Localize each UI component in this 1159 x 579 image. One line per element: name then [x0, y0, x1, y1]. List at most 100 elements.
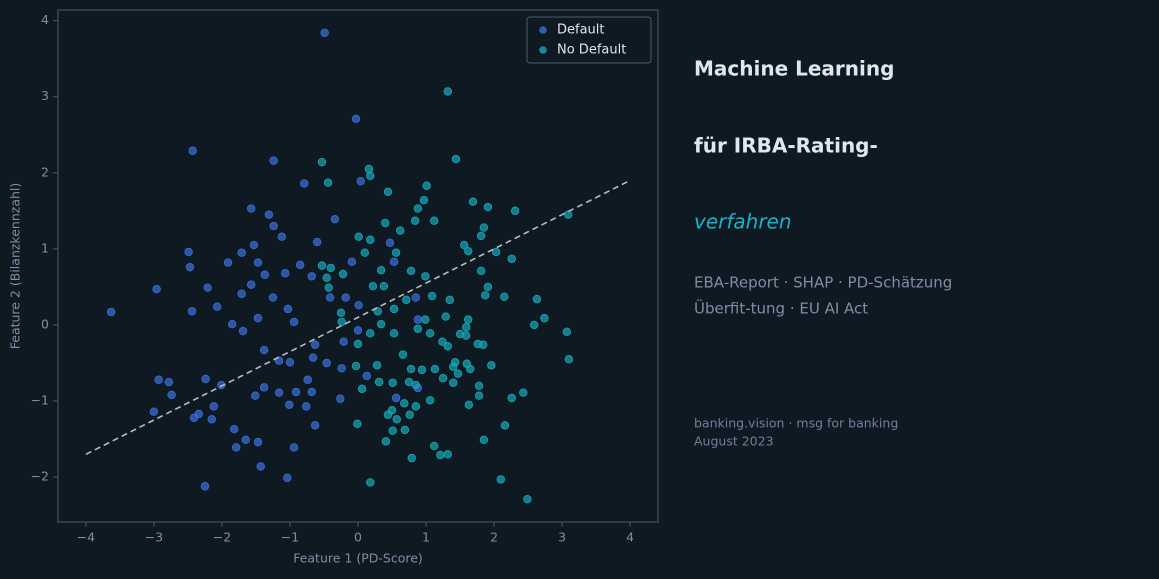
- title: Machine Learning: [694, 57, 894, 81]
- point: [464, 315, 473, 324]
- point: [398, 350, 408, 359]
- point: [406, 364, 416, 374]
- subtitle: Überfit-tung · EU AI Act: [694, 299, 868, 318]
- point: [519, 388, 528, 397]
- point: [302, 402, 311, 411]
- point: [310, 421, 320, 430]
- point: [464, 246, 473, 256]
- point: [405, 410, 414, 419]
- point: [404, 377, 414, 387]
- point: [411, 293, 421, 302]
- point: [381, 218, 390, 228]
- point: [425, 329, 435, 338]
- point: [269, 156, 278, 165]
- point: [362, 371, 372, 381]
- point: [476, 231, 486, 241]
- point: [388, 378, 397, 387]
- point: [443, 450, 452, 459]
- x-tick-label: 3: [558, 530, 566, 545]
- point: [281, 269, 290, 278]
- x-tick-label: 4: [626, 530, 634, 545]
- point: [336, 308, 346, 317]
- y-tick-label: −1: [31, 393, 49, 408]
- point: [154, 375, 163, 384]
- point: [476, 266, 486, 276]
- point: [260, 270, 270, 279]
- point: [376, 265, 386, 275]
- title-accent: verfahren: [694, 210, 792, 234]
- point: [459, 240, 469, 250]
- footer: August 2023: [694, 434, 774, 449]
- point: [411, 402, 421, 411]
- point: [383, 410, 393, 419]
- point: [366, 329, 375, 338]
- point: [429, 216, 439, 225]
- point: [532, 294, 542, 304]
- point: [188, 146, 197, 155]
- point: [291, 387, 301, 397]
- y-axis-label: Feature 2 (Bilanzkennzahl): [8, 183, 23, 350]
- point: [507, 254, 516, 263]
- x-tick-label: −4: [77, 530, 95, 545]
- point: [376, 319, 386, 329]
- point: [474, 391, 484, 400]
- point: [259, 345, 269, 355]
- point: [338, 269, 348, 279]
- point: [407, 453, 416, 463]
- point: [429, 441, 439, 451]
- point: [253, 437, 263, 447]
- point: [337, 317, 346, 327]
- point: [383, 187, 393, 197]
- point: [351, 114, 361, 123]
- point: [164, 377, 174, 387]
- point: [461, 323, 471, 332]
- point: [357, 384, 367, 394]
- point: [523, 494, 532, 504]
- point: [337, 364, 346, 373]
- point: [341, 293, 350, 302]
- point: [391, 393, 401, 403]
- point: [232, 443, 241, 452]
- point: [449, 362, 458, 372]
- point: [295, 260, 305, 270]
- point: [253, 258, 263, 267]
- point: [268, 293, 278, 302]
- point: [330, 215, 340, 224]
- point: [308, 353, 318, 362]
- point: [241, 435, 250, 445]
- point: [212, 302, 222, 311]
- x-tick-label: 1: [422, 530, 430, 545]
- point: [411, 380, 421, 390]
- point: [249, 240, 259, 250]
- point: [373, 307, 382, 316]
- point: [364, 164, 374, 174]
- point: [246, 204, 256, 213]
- point: [251, 391, 260, 400]
- point: [427, 291, 437, 301]
- point: [487, 361, 496, 370]
- point: [289, 317, 299, 327]
- legend-label: No Default: [557, 43, 626, 58]
- point: [289, 443, 299, 452]
- point: [277, 232, 287, 241]
- point: [500, 292, 509, 302]
- point: [336, 394, 345, 403]
- point: [300, 179, 309, 188]
- point: [392, 415, 401, 424]
- point: [322, 358, 331, 368]
- point: [326, 263, 335, 273]
- y-tick-label: 3: [41, 88, 49, 103]
- point: [389, 257, 399, 267]
- x-axis-label: Feature 1 (PD-Score): [293, 551, 423, 566]
- point: [510, 206, 520, 216]
- point: [385, 238, 395, 247]
- point: [400, 399, 409, 408]
- point: [479, 435, 489, 445]
- point: [237, 289, 246, 298]
- point: [453, 369, 463, 378]
- point: [184, 247, 193, 257]
- point: [366, 478, 375, 487]
- point: [187, 307, 197, 316]
- point: [307, 387, 316, 397]
- point: [507, 393, 516, 403]
